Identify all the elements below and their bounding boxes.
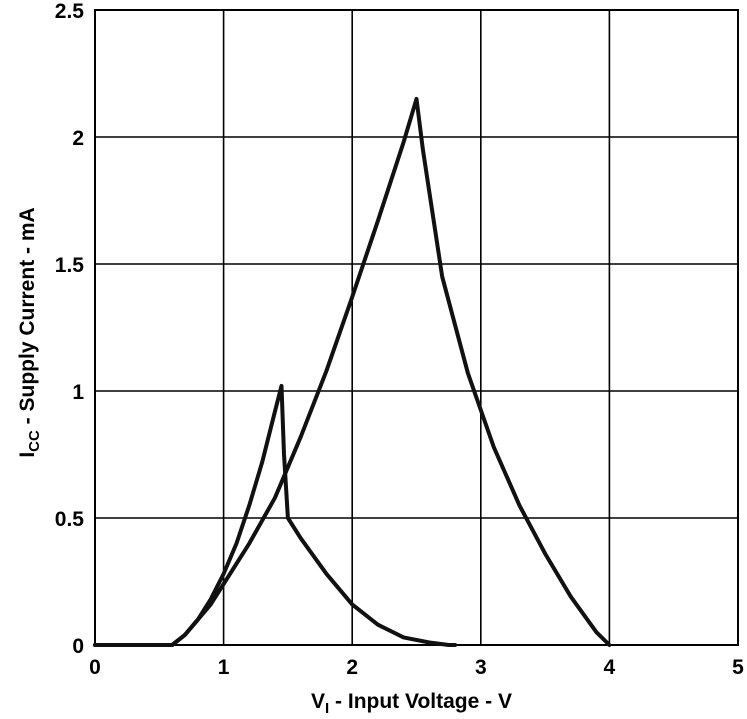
y-tick-label: 2.5 [55,0,85,23]
x-tick-label: 4 [604,656,616,679]
y-tick-label: 0.5 [55,508,85,531]
x-axis-label-main: V [311,690,325,713]
y-tick-label: 1.5 [55,254,85,277]
x-tick-label: 3 [475,656,487,679]
y-tick-label: 0 [72,635,84,658]
y-axis-label: ICC - Supply Current - mA [16,207,43,457]
series-line-2 [93,96,612,647]
plot-frame [94,9,739,646]
x-tick-label: 0 [89,656,101,679]
y-tick-labels: 0 0.5 1 1.5 2 2.5 [55,0,85,658]
y-axis-label-main: I [16,452,39,458]
x-tick-label: 1 [218,656,230,679]
x-axis-label-sub: I [325,700,329,717]
y-axis-label-rest: - Supply Current - mA [16,207,39,430]
x-tick-labels: 0 1 2 3 4 5 [89,656,744,679]
x-tick-label: 2 [346,656,358,679]
y-tick-label: 1 [72,381,84,404]
y-axis-label-sub: CC [26,430,43,452]
y-tick-label: 2 [72,127,84,150]
series-line-1 [93,383,458,647]
x-tick-label: 5 [732,656,744,679]
x-axis-label: VI - Input Voltage - V [311,690,512,717]
series-layer [93,96,612,647]
x-axis-label-rest: - Input Voltage - V [329,690,512,713]
